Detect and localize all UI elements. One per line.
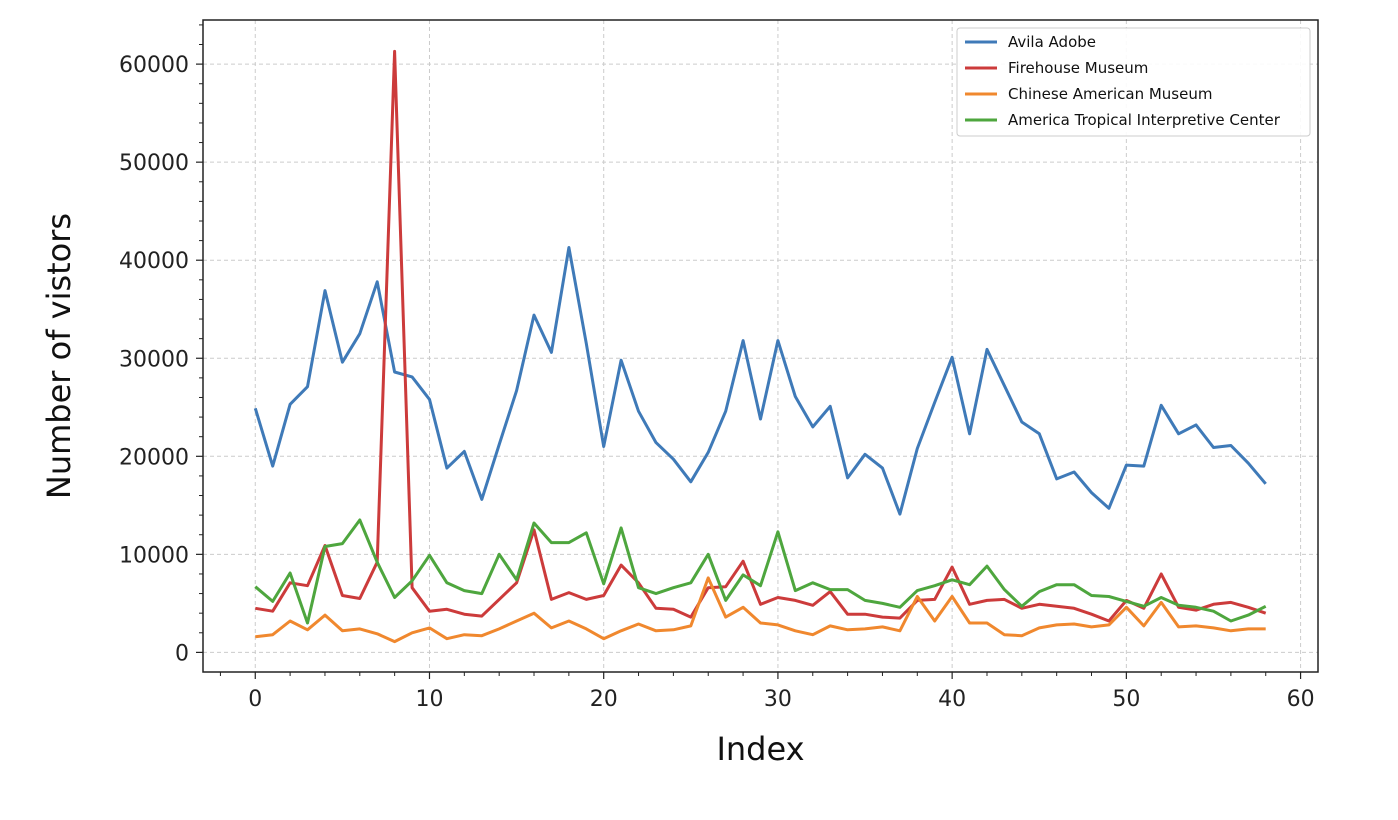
x-tick-label: 0 [248, 687, 262, 712]
y-tick-label: 0 [175, 641, 189, 666]
y-tick-label: 40000 [119, 249, 189, 274]
series-lines [253, 49, 1267, 644]
y-tick-label: 10000 [119, 543, 189, 568]
x-tick-label: 60 [1287, 687, 1315, 712]
legend-entry-label: Avila Adobe [1008, 33, 1096, 51]
legend-entry-label: Chinese American Museum [1008, 85, 1212, 103]
legend-entry-label: Firehouse Museum [1008, 59, 1148, 77]
series-line-chinese-american-museum [255, 576, 1266, 644]
axis-ticks: 0 10 20 30 40 50 60 0 10000 20000 30000 40000 50000 6… [119, 24, 1315, 712]
x-tick-label: 20 [590, 687, 618, 712]
legend-box [956, 27, 1311, 137]
x-tick-label: 40 [938, 687, 966, 712]
x-axis-title: Index [716, 730, 804, 768]
series-line-america-tropical-interpretive-center [254, 518, 1267, 625]
x-tick-label: 10 [415, 687, 443, 712]
y-tick-label: 60000 [119, 53, 189, 78]
x-tick-label: 50 [1112, 687, 1140, 712]
y-tick-label: 50000 [119, 151, 189, 176]
y-tick-label: 20000 [119, 445, 189, 470]
legend: Avila Adobe Firehouse Museum Chinese Ameri… [956, 27, 1311, 137]
plot-area-frame [202, 19, 1319, 673]
series-line-firehouse-museum [255, 49, 1267, 623]
legend-entry-label: America Tropical Interpretive Center [1008, 111, 1281, 129]
y-tick-label: 30000 [119, 347, 189, 372]
y-axis-title: Number of vistors [40, 213, 78, 499]
x-tick-label: 30 [764, 687, 792, 712]
series-line-avila-adobe [253, 246, 1267, 516]
